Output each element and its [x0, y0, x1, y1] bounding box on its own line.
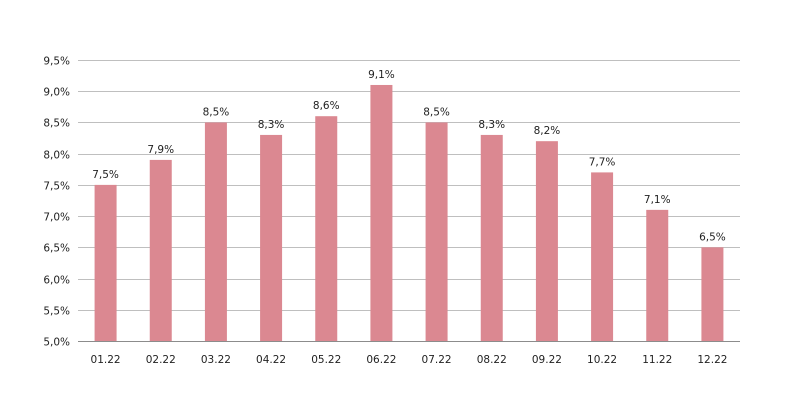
- x-tick-label: 08.22: [477, 354, 507, 366]
- y-tick-label: 6,5%: [43, 243, 70, 255]
- y-tick-label: 8,5%: [43, 118, 70, 130]
- y-tick-label: 7,0%: [43, 212, 70, 224]
- data-label: 7,7%: [589, 156, 616, 168]
- y-tick-label: 6,0%: [43, 275, 70, 287]
- bar: [370, 84, 393, 341]
- y-tick-label: 5,5%: [43, 306, 70, 318]
- bar: [94, 184, 117, 341]
- gridlines: [78, 60, 740, 342]
- bars: [94, 84, 724, 341]
- bar: [480, 134, 503, 341]
- x-tick-label: 07.22: [422, 354, 452, 366]
- data-label: 6,5%: [699, 231, 726, 243]
- bar: [535, 141, 558, 341]
- data-label: 8,6%: [313, 100, 340, 112]
- data-label: 7,5%: [92, 169, 119, 181]
- bar: [315, 116, 338, 341]
- x-tick-label: 04.22: [256, 354, 286, 366]
- bar: [425, 122, 448, 341]
- x-tick-label: 03.22: [201, 354, 231, 366]
- bar: [149, 159, 172, 341]
- x-tick-label: 06.22: [366, 354, 396, 366]
- y-tick-label: 9,5%: [43, 56, 70, 68]
- x-tick-label: 02.22: [146, 354, 176, 366]
- y-axis-ticks: 5,0% 5,5% 6,0% 6,5% 7,0% 7,5% 8,0% 8,5% 9,0% 9,5%: [43, 56, 70, 349]
- x-axis-ticks: 01.22 02.22 03.22 04.22 05.22 06.22 07.22 08.22…: [91, 354, 728, 366]
- x-tick-label: 05.22: [311, 354, 341, 366]
- x-tick-label: 12.22: [697, 354, 727, 366]
- bar: [646, 209, 669, 341]
- data-label: 8,3%: [478, 119, 505, 131]
- data-label: 8,3%: [258, 119, 285, 131]
- data-label: 8,2%: [534, 125, 561, 137]
- y-tick-label: 5,0%: [43, 337, 70, 349]
- y-tick-label: 8,0%: [43, 150, 70, 162]
- bar: [204, 122, 227, 341]
- data-label: 8,5%: [203, 106, 230, 118]
- bar: [591, 172, 614, 341]
- data-label: 7,1%: [644, 194, 671, 206]
- y-tick-label: 9,0%: [43, 87, 70, 99]
- x-tick-label: 01.22: [91, 354, 121, 366]
- data-label: 9,1%: [368, 69, 395, 81]
- data-labels: 7,5% 7,9% 8,5% 8,3% 8,6% 9,1% 8,5% 8,3% 8,2% 7,7%…: [92, 69, 726, 243]
- bar: [701, 247, 724, 341]
- x-tick-label: 10.22: [587, 354, 617, 366]
- x-tick-label: 11.22: [642, 354, 672, 366]
- data-label: 8,5%: [423, 106, 450, 118]
- y-tick-label: 7,5%: [43, 181, 70, 193]
- data-label: 7,9%: [147, 144, 174, 156]
- x-tick-label: 09.22: [532, 354, 562, 366]
- bar: [260, 134, 283, 341]
